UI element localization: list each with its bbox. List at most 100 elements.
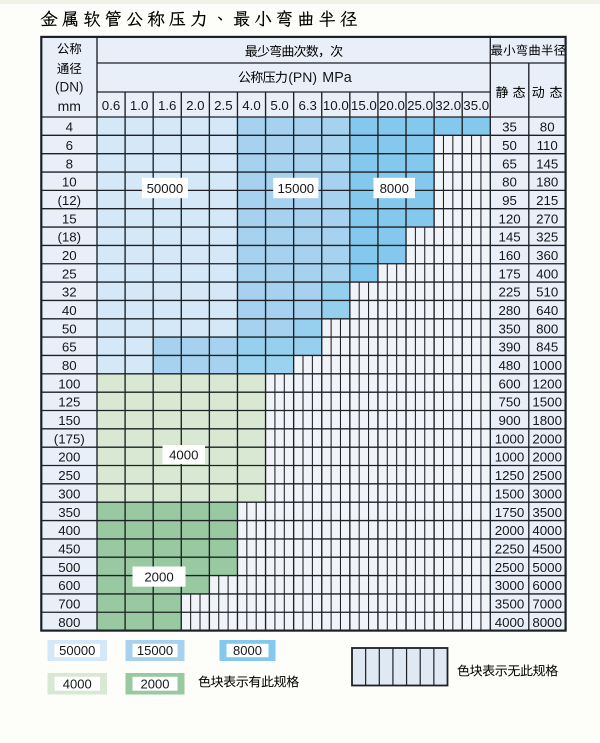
svg-text:mm: mm — [58, 98, 81, 114]
svg-text:4.0: 4.0 — [242, 98, 261, 113]
svg-text:110: 110 — [537, 138, 558, 153]
svg-text:480: 480 — [498, 358, 520, 373]
svg-text:8000: 8000 — [380, 181, 409, 196]
svg-text:5000: 5000 — [532, 560, 562, 575]
svg-text:2000: 2000 — [141, 676, 170, 691]
svg-text:4000: 4000 — [169, 447, 198, 462]
svg-text:350: 350 — [498, 321, 520, 336]
svg-text:15000: 15000 — [137, 643, 173, 658]
svg-text:2.0: 2.0 — [186, 98, 205, 113]
svg-text:400: 400 — [536, 266, 558, 281]
svg-text:80: 80 — [502, 175, 517, 190]
svg-text:15: 15 — [62, 211, 77, 226]
svg-text:1500: 1500 — [532, 395, 562, 410]
svg-text:4: 4 — [66, 120, 73, 135]
svg-text:1250: 1250 — [495, 468, 525, 483]
svg-text:50: 50 — [502, 138, 517, 153]
svg-text:225: 225 — [498, 285, 520, 300]
svg-text:MPa: MPa — [322, 70, 351, 86]
svg-text:845: 845 — [536, 340, 558, 355]
svg-text:360: 360 — [536, 248, 558, 263]
svg-text:1200: 1200 — [532, 376, 562, 391]
svg-text:1000: 1000 — [495, 431, 525, 446]
svg-text:160: 160 — [498, 248, 520, 263]
svg-text:300: 300 — [58, 486, 80, 501]
svg-text:25: 25 — [62, 266, 77, 281]
svg-text:80: 80 — [62, 358, 77, 373]
svg-text:2000: 2000 — [495, 523, 525, 538]
svg-text:2.5: 2.5 — [214, 98, 233, 113]
svg-text:750: 750 — [498, 395, 520, 410]
svg-text:175: 175 — [498, 266, 520, 281]
svg-text:2000: 2000 — [144, 570, 173, 585]
svg-text:510: 510 — [536, 285, 558, 300]
svg-text:4500: 4500 — [532, 541, 562, 556]
svg-text:3000: 3000 — [495, 578, 525, 593]
svg-text:4000: 4000 — [495, 615, 525, 630]
svg-text:35: 35 — [502, 120, 517, 135]
svg-text:3000: 3000 — [532, 486, 562, 501]
svg-text:600: 600 — [58, 578, 80, 593]
svg-text:(PN): (PN) — [288, 69, 317, 85]
svg-text:25.0: 25.0 — [407, 98, 433, 113]
svg-text:10.0: 10.0 — [323, 98, 349, 113]
svg-text:270: 270 — [536, 211, 558, 226]
svg-text:35.0: 35.0 — [463, 98, 489, 113]
svg-text:2500: 2500 — [495, 560, 525, 575]
svg-text:5.0: 5.0 — [270, 98, 289, 113]
svg-text:500: 500 — [58, 560, 80, 575]
svg-text:6000: 6000 — [532, 578, 562, 593]
svg-text:4000: 4000 — [63, 676, 92, 691]
svg-text:450: 450 — [58, 541, 80, 556]
svg-text:32.0: 32.0 — [435, 98, 461, 113]
svg-text:15.0: 15.0 — [351, 98, 377, 113]
svg-text:1.0: 1.0 — [130, 98, 149, 113]
svg-text:(175): (175) — [54, 431, 85, 446]
svg-text:900: 900 — [498, 413, 520, 428]
svg-text:8000: 8000 — [233, 643, 262, 658]
svg-text:180: 180 — [536, 175, 558, 190]
svg-text:7000: 7000 — [532, 596, 562, 611]
svg-text:325: 325 — [536, 230, 558, 245]
svg-text:640: 640 — [536, 303, 558, 318]
svg-text:400: 400 — [58, 523, 80, 538]
svg-text:95: 95 — [502, 193, 517, 208]
svg-text:6.3: 6.3 — [298, 98, 317, 113]
svg-text:50000: 50000 — [59, 643, 95, 658]
svg-text:15000: 15000 — [277, 181, 314, 196]
svg-text:200: 200 — [58, 450, 80, 465]
svg-text:150: 150 — [58, 413, 80, 428]
svg-text:8000: 8000 — [532, 615, 562, 630]
svg-text:2000: 2000 — [532, 450, 562, 465]
svg-text:2500: 2500 — [532, 468, 562, 483]
svg-text:65: 65 — [62, 340, 77, 355]
svg-text:1000: 1000 — [495, 450, 525, 465]
svg-text:280: 280 — [498, 303, 520, 318]
svg-text:100: 100 — [58, 376, 80, 391]
svg-text:1750: 1750 — [495, 505, 525, 520]
svg-text:8: 8 — [66, 156, 73, 171]
svg-text:20: 20 — [62, 248, 77, 263]
svg-text:50: 50 — [62, 321, 77, 336]
svg-text:10: 10 — [62, 175, 77, 190]
svg-text:1.6: 1.6 — [158, 98, 177, 113]
svg-text:(12): (12) — [57, 193, 81, 208]
svg-text:(18): (18) — [57, 230, 81, 245]
svg-text:390: 390 — [498, 340, 520, 355]
svg-text:145: 145 — [498, 230, 520, 245]
svg-text:700: 700 — [58, 596, 80, 611]
svg-text:3500: 3500 — [495, 596, 525, 611]
svg-text:215: 215 — [536, 193, 558, 208]
svg-text:3500: 3500 — [532, 505, 562, 520]
svg-text:1500: 1500 — [495, 486, 525, 501]
svg-text:125: 125 — [58, 395, 80, 410]
svg-text:20.0: 20.0 — [379, 98, 405, 113]
svg-text:1000: 1000 — [532, 358, 562, 373]
svg-text:40: 40 — [62, 303, 77, 318]
svg-text:2000: 2000 — [532, 431, 562, 446]
svg-text:50000: 50000 — [147, 181, 184, 196]
svg-text:120: 120 — [498, 211, 520, 226]
svg-text:145: 145 — [536, 156, 558, 171]
svg-text:1800: 1800 — [532, 413, 562, 428]
svg-text:(DN): (DN) — [55, 79, 84, 94]
